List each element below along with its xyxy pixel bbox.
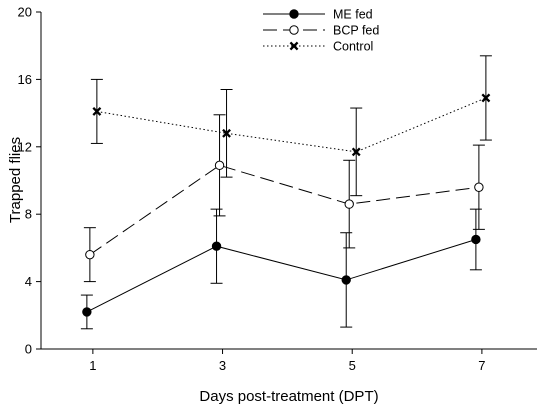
- legend-marker: [289, 41, 299, 51]
- legend-label: ME fed: [333, 8, 373, 22]
- data-point-control: [351, 147, 361, 157]
- plot-area: [40, 12, 537, 350]
- legend-label: BCP fed: [333, 24, 379, 38]
- y-ticks: 0 4 8 12 16 20: [18, 5, 41, 357]
- x-ticks: 1 3 5 7: [89, 349, 486, 373]
- legend-item-control: Control: [263, 40, 373, 54]
- series-me-fed: [80, 208, 482, 330]
- data-point-me-fed: [211, 241, 222, 251]
- y-tick-label: 16: [18, 72, 32, 87]
- y-tick-label: 20: [18, 5, 32, 20]
- marker-stroke: [289, 41, 299, 51]
- series-line-control: [96, 97, 487, 153]
- marker-stroke: [351, 147, 361, 157]
- y-tick-label: 0: [25, 342, 32, 357]
- legend-item-bcp-fed: BCP fed: [263, 24, 379, 38]
- y-tick-label: 8: [25, 207, 32, 222]
- x-tick-label: 7: [478, 358, 485, 373]
- marker-stroke: [222, 128, 231, 138]
- legend-item-me-fed: ME fed: [263, 8, 373, 22]
- data-point-control: [92, 107, 102, 116]
- legend-marker: [289, 25, 299, 35]
- marker-stroke: [481, 93, 491, 103]
- x-tick-label: 3: [219, 358, 226, 373]
- series-bcp-fed: [83, 114, 485, 283]
- legend-label: Control: [333, 40, 373, 54]
- x-axis-title: Days post-treatment (DPT): [199, 388, 378, 405]
- legend-marker: [289, 9, 299, 19]
- data-point-me-fed: [341, 275, 351, 285]
- series-control: [90, 55, 492, 197]
- series-layer: [80, 55, 492, 330]
- series-line-me-fed: [86, 238, 477, 313]
- x-tick-label: 1: [89, 358, 96, 373]
- data-point-me-fed: [471, 234, 481, 245]
- data-point-bcp-fed: [344, 199, 354, 209]
- y-tick-label: 12: [18, 139, 32, 154]
- data-point-control: [481, 93, 491, 103]
- data-point-bcp-fed: [214, 160, 225, 171]
- legend: ME fed BCP fed Control: [263, 8, 379, 54]
- y-axis-title: Trapped flies: [7, 137, 24, 223]
- data-point-bcp-fed: [85, 249, 95, 260]
- x-tick-label: 5: [349, 358, 356, 373]
- marker-stroke: [92, 107, 102, 116]
- y-tick-label: 4: [25, 274, 32, 289]
- data-point-control: [222, 128, 231, 138]
- data-point-bcp-fed: [474, 182, 484, 192]
- series-line-bcp-fed: [89, 164, 479, 256]
- data-point-me-fed: [82, 307, 92, 317]
